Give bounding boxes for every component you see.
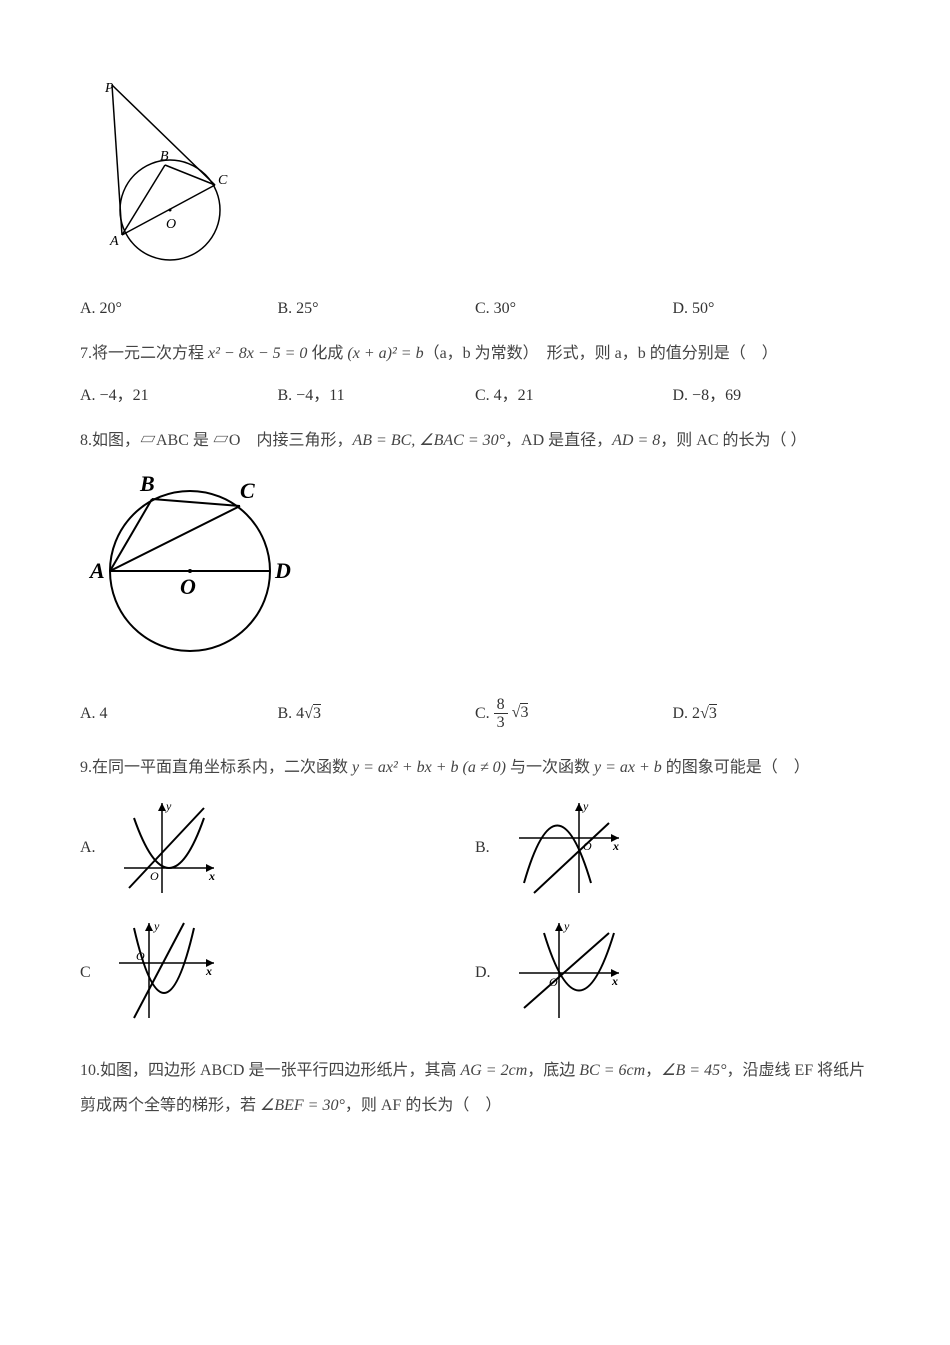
svg-text:D: D — [274, 558, 291, 583]
svg-text:O: O — [166, 217, 176, 232]
svg-text:C: C — [218, 173, 228, 188]
q7-option-c: C. 4，21 — [475, 381, 673, 405]
q10-number: 10. — [80, 1062, 100, 1079]
q6-option-a: A. 20° — [80, 300, 278, 318]
q6-figure: P A B C O — [80, 80, 870, 280]
q9-option-b: B. y x O — [475, 798, 870, 898]
svg-text:O: O — [583, 839, 592, 853]
q7-options: A. −4，21 B. −4，11 C. 4，21 D. −8，69 — [80, 381, 870, 405]
q8-text: 8.如图，▱ABC 是 ▱O 内接三角形，AB = BC, ∠BAC = 30°… — [80, 427, 870, 456]
q6-option-d: D. 50° — [673, 300, 871, 318]
q8-option-c: C. 8 3 √3 — [475, 696, 673, 732]
q9-options-grid: A. y x O B. y x O C — [80, 798, 870, 1028]
svg-text:O: O — [549, 975, 558, 989]
q9-text: 9.在同一平面直角坐标系内，二次函数 y = ax² + bx + b (a ≠… — [80, 754, 870, 783]
svg-text:O: O — [180, 574, 196, 599]
q8-option-d: D. 2√3 — [673, 705, 871, 723]
svg-text:x: x — [208, 869, 215, 883]
q6-svg: P A B C O — [80, 80, 280, 280]
q6-option-b: B. 25° — [278, 300, 476, 318]
svg-text:O: O — [150, 869, 159, 883]
q7-option-d: D. −8，69 — [673, 381, 871, 405]
svg-text:y: y — [563, 919, 570, 933]
svg-text:x: x — [205, 964, 212, 978]
fraction-8-3: 8 3 — [494, 696, 508, 732]
svg-text:y: y — [153, 919, 160, 933]
q8-option-b: B. 4√3 — [278, 705, 476, 723]
svg-text:A: A — [88, 558, 105, 583]
svg-text:x: x — [612, 839, 619, 853]
svg-text:C: C — [240, 478, 255, 503]
svg-text:B: B — [160, 149, 169, 164]
q7-number: 7. — [80, 345, 92, 362]
q9-option-d: D. y x O — [475, 918, 870, 1028]
svg-text:P: P — [104, 81, 114, 96]
svg-text:x: x — [611, 974, 618, 988]
q10-text: 10.如图，四边形 ABCD 是一张平行四边形纸片，其高 AG = 2cm，底边… — [80, 1053, 870, 1123]
q8-svg: A B C D O — [80, 466, 310, 676]
svg-text:A: A — [109, 234, 119, 249]
q8-option-a: A. 4 — [80, 705, 278, 723]
q9-option-a: A. y x O — [80, 798, 475, 898]
q9-graph-a: y x O — [114, 798, 224, 898]
q9-graph-d: y x O — [509, 918, 629, 1028]
svg-text:B: B — [139, 471, 155, 496]
svg-text:O: O — [136, 949, 145, 963]
svg-text:y: y — [165, 799, 172, 813]
q7-text: 7.将一元二次方程 x² − 8x − 5 = 0 化成 (x + a)² = … — [80, 340, 870, 369]
q9-option-c: C y x O — [80, 918, 475, 1028]
q7-option-a: A. −4，21 — [80, 381, 278, 405]
q9-graph-c: y x O — [114, 918, 224, 1028]
q6-option-c: C. 30° — [475, 300, 673, 318]
q6-options: A. 20° B. 25° C. 30° D. 50° — [80, 300, 870, 318]
q8-number: 8. — [80, 432, 92, 449]
q8-options: A. 4 B. 4√3 C. 8 3 √3 D. 2√3 — [80, 696, 870, 732]
q9-number: 9. — [80, 759, 92, 776]
q7-option-b: B. −4，11 — [278, 381, 476, 405]
svg-text:y: y — [582, 799, 589, 813]
q8-figure: A B C D O — [80, 466, 870, 676]
q9-graph-b: y x O — [509, 798, 629, 898]
